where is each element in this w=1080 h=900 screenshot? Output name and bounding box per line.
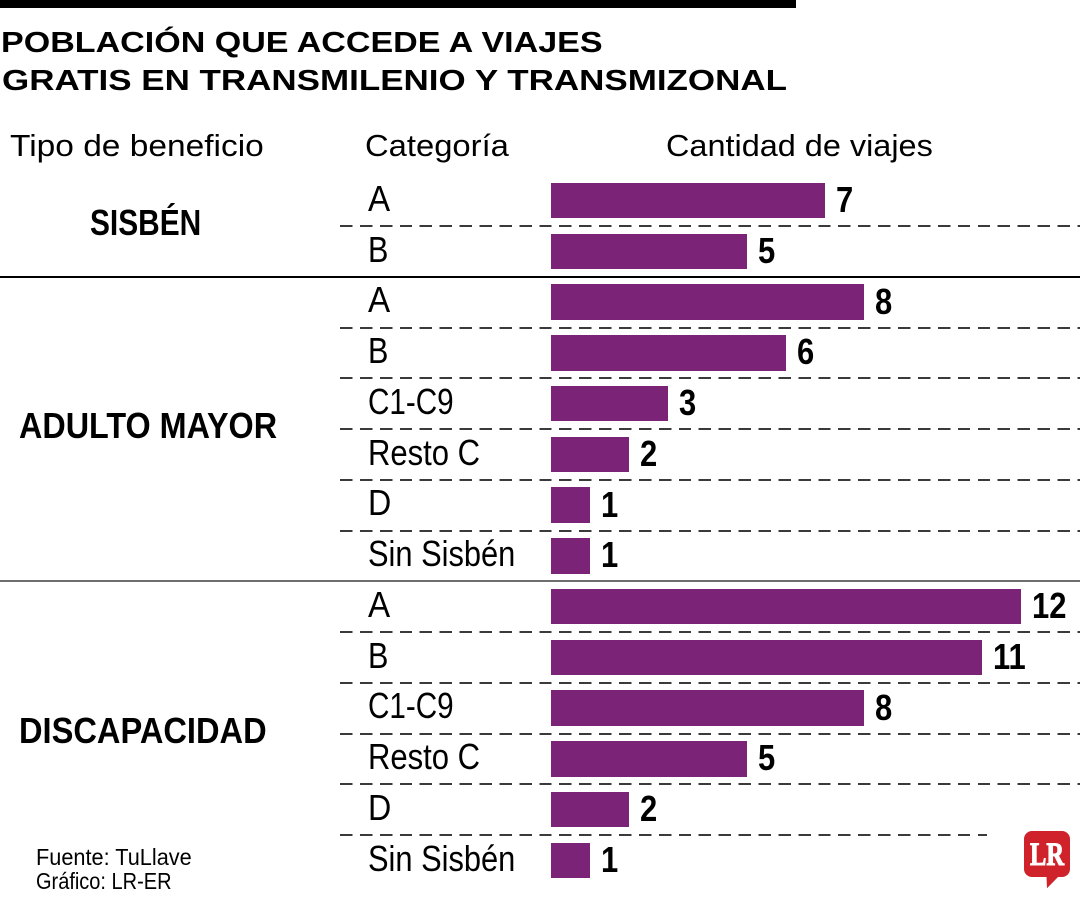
svg-text:LR: LR [1030,837,1065,873]
